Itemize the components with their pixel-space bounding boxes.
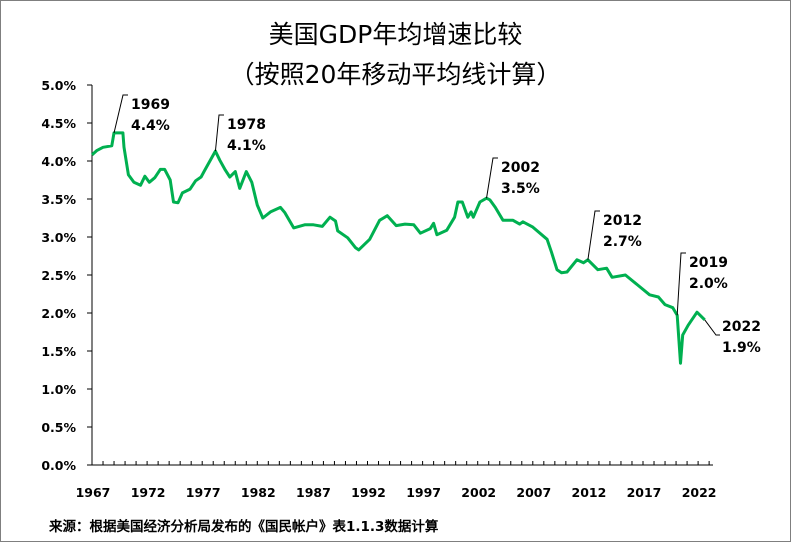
x-tick-label: 1972 [131,485,166,500]
x-tick-label: 1967 [76,485,111,500]
annotation-leader-line [676,252,686,316]
annotation-year: 2019 [689,255,728,271]
annotation-leader-line [113,94,128,133]
annotation-value: 2.0% [689,276,728,292]
annotation-leader-line [486,157,498,199]
x-tick-label: 1987 [296,485,331,500]
annotation-year: 2022 [722,319,761,335]
x-tick-label: 1982 [241,485,276,500]
y-tick-label: 1.0% [41,382,76,397]
y-tick-label: 2.0% [41,306,76,321]
x-tick-label: 2007 [516,485,551,500]
y-tick-label: 4.5% [41,116,76,131]
source-note: 来源：根据美国经济分析局发布的《国民帐户》表1.1.3数据计算 [49,519,439,535]
annotation-year: 1978 [227,117,266,133]
y-tick-label: 3.5% [41,192,76,207]
chart-subtitle: （按照20年移动平均线计算） [229,60,562,89]
y-tick-label: 4.0% [41,154,76,169]
annotation-value: 3.5% [501,181,540,197]
x-tick-label: 1992 [351,485,386,500]
x-tick-label: 2022 [682,485,717,500]
y-tick-label: 5.0% [41,78,76,93]
annotation-value: 4.4% [131,118,170,134]
y-tick-label: 1.5% [41,344,76,359]
annotation-year: 1969 [131,97,170,113]
annotation-leader-line [704,319,720,336]
annotation-leader-line [587,210,600,260]
annotation-value: 1.9% [722,340,761,356]
chart-title: 美国GDP年均增速比较 [268,20,523,49]
annotation-value: 4.1% [227,138,266,154]
y-tick-label: 0.0% [41,458,76,473]
y-tick-label: 2.5% [41,268,76,283]
annotation-year: 2002 [501,160,540,176]
x-tick-label: 1977 [186,485,221,500]
gdp-growth-line [90,131,706,365]
x-tick-label: 2017 [627,485,662,500]
annotation-leader-line [214,114,224,152]
y-tick-label: 0.5% [41,420,76,435]
x-tick-label: 1997 [406,485,441,500]
annotation-value: 2.7% [603,234,642,250]
y-tick-label: 3.0% [41,230,76,245]
annotation-year: 2012 [603,213,642,229]
x-tick-label: 2002 [461,485,496,500]
x-tick-label: 2012 [572,485,607,500]
